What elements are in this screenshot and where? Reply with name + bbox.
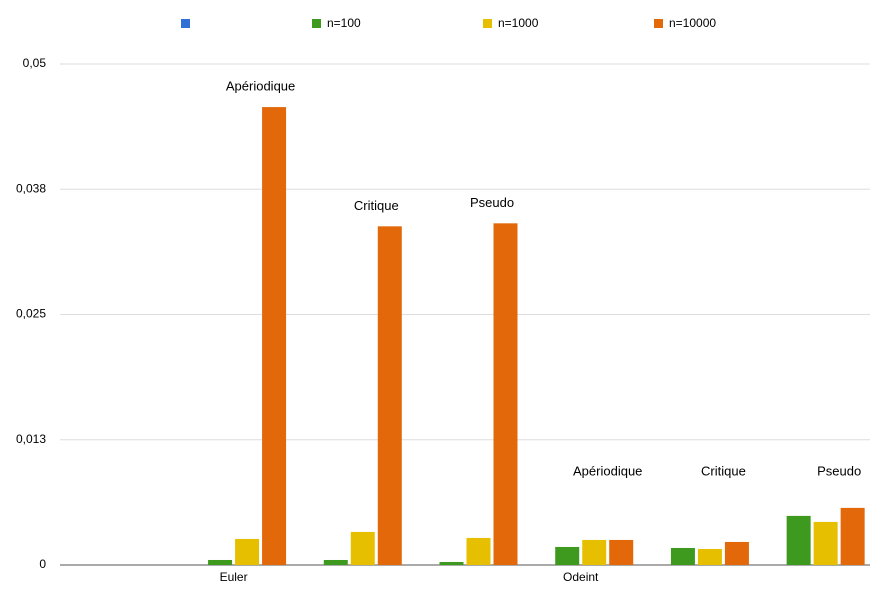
bar	[813, 521, 838, 565]
bar	[697, 548, 722, 565]
x-tick-label: Odeint	[563, 570, 599, 584]
legend-label: n=1000	[498, 16, 539, 30]
annotation: Critique	[701, 463, 746, 478]
bar	[208, 559, 233, 565]
annotation: Critique	[354, 198, 399, 213]
bar	[466, 537, 491, 565]
bar	[377, 226, 402, 565]
bar	[350, 531, 375, 565]
bar	[235, 538, 260, 565]
bar	[262, 107, 287, 565]
bar	[786, 515, 811, 565]
y-tick-label: 0,025	[16, 307, 46, 321]
x-tick-label: Euler	[220, 570, 248, 584]
legend-label: n=100	[327, 16, 361, 30]
legend-swatch	[483, 19, 492, 28]
legend-swatch	[312, 19, 321, 28]
y-tick-label: 0	[39, 557, 46, 571]
annotation: Pseudo	[470, 195, 514, 210]
legend-swatch	[654, 19, 663, 28]
annotation: Pseudo	[817, 463, 861, 478]
y-tick-label: 0,038	[16, 181, 46, 195]
y-tick-label: 0,013	[16, 432, 46, 446]
bar	[493, 223, 518, 565]
bar	[555, 546, 580, 565]
legend-label: n=10000	[669, 16, 716, 30]
bar	[724, 541, 749, 565]
bar	[840, 507, 865, 565]
bar	[670, 547, 695, 565]
legend-swatch	[181, 19, 190, 28]
bar	[439, 561, 464, 565]
y-tick-label: 0,05	[23, 56, 47, 70]
annotation: Apériodique	[226, 79, 295, 94]
bar	[582, 539, 607, 565]
bar	[609, 539, 634, 565]
bar	[323, 559, 348, 565]
annotation: Apériodique	[573, 463, 642, 478]
